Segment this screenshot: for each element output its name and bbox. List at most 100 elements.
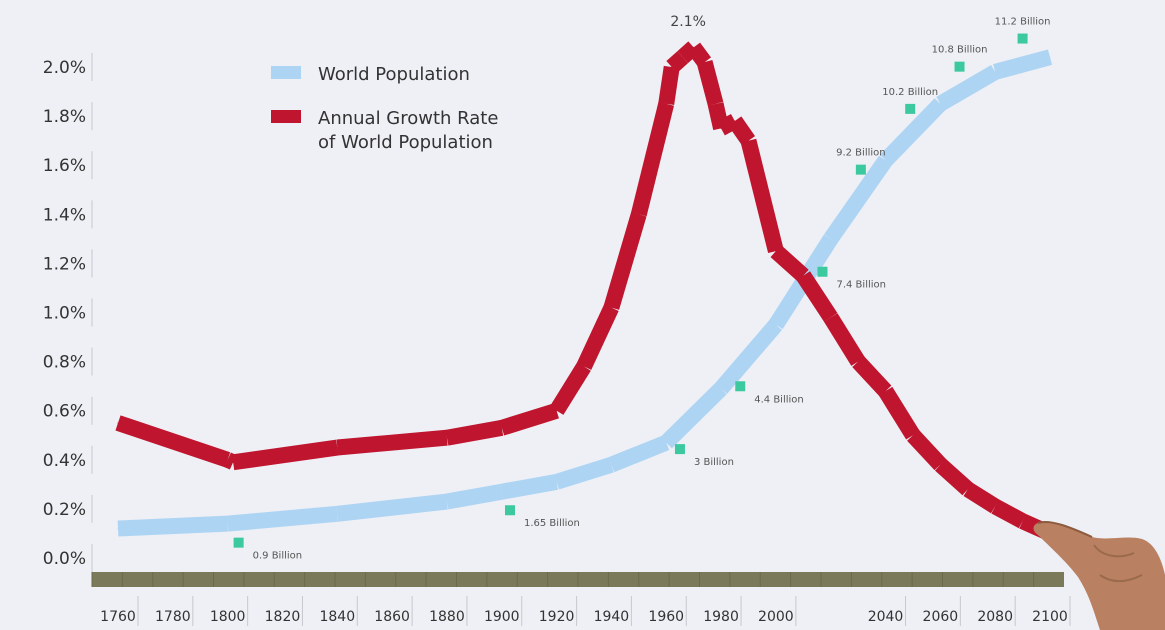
growth-rate-segment	[576, 304, 619, 370]
growth-rate-point	[117, 422, 119, 424]
population-point	[939, 103, 941, 105]
annotation-marker	[817, 266, 828, 277]
y-tick-label: 0.8%	[43, 353, 86, 373]
population-point	[994, 71, 996, 73]
growth-rate-segment	[991, 499, 1027, 529]
x-tick-label: 1860	[374, 609, 410, 625]
population-segment	[226, 505, 339, 532]
annotation-marker	[735, 381, 746, 392]
annotation-label: 4.4 Billion	[754, 394, 804, 405]
legend-swatch	[271, 110, 301, 123]
population-segment	[500, 474, 558, 500]
y-tick-label: 1.8%	[43, 107, 86, 127]
y-tick-label: 1.2%	[43, 254, 86, 274]
population-point	[336, 513, 338, 515]
annotation-marker	[233, 537, 244, 548]
growth-rate-segment	[728, 116, 756, 146]
growth-rate-point	[704, 61, 706, 63]
x-tick-label: 2060	[923, 609, 959, 625]
population-segment	[824, 155, 893, 244]
annotation-label: 7.4 Billion	[836, 280, 886, 291]
growth-rate-segment	[445, 420, 504, 446]
annotation-label: 11.2 Billion	[995, 17, 1051, 28]
growth-rate-point	[610, 307, 612, 309]
population-segment	[993, 49, 1053, 80]
growth-rate-point	[734, 120, 736, 122]
x-tick-label: 1820	[265, 609, 301, 625]
growth-rate-point	[994, 505, 996, 507]
population-segment	[660, 382, 727, 449]
y-tick-label: 1.4%	[43, 205, 86, 225]
growth-rate-segment	[549, 362, 591, 415]
x-tick-label: 1760	[100, 609, 136, 625]
pointing-hand-icon	[1033, 521, 1165, 630]
y-tick-label: 0.6%	[43, 402, 86, 422]
y-tick-label: 1.6%	[43, 156, 86, 176]
population-point	[885, 159, 887, 161]
growth-rate-segment	[963, 482, 1000, 514]
growth-rate-segment	[878, 386, 920, 440]
population-segment	[936, 64, 1000, 111]
growth-rate-point	[715, 103, 717, 105]
population-point	[665, 442, 667, 444]
population-point	[830, 238, 832, 240]
annotation-label: 10.8 Billion	[932, 45, 988, 56]
annotation-label: 9.2 Billion	[836, 148, 886, 159]
growth-rate-point	[671, 66, 673, 68]
x-axis: 1760 1780 1800 1820 1840 1860 1880 1900 1920 1940…	[91, 572, 1071, 626]
growth-rate-point	[446, 437, 448, 439]
growth-rate-point	[232, 461, 234, 463]
growth-rate-segment	[717, 113, 739, 136]
population-segment	[608, 435, 670, 473]
legend-label: World Population	[318, 64, 470, 85]
annotation-marker	[905, 103, 916, 114]
peak-label: 2.1%	[670, 14, 706, 30]
y-tick-label: 2.0%	[43, 58, 86, 78]
legend-label: Annual Growth Rate	[318, 108, 498, 129]
population-point	[446, 501, 448, 503]
annotation-marker	[674, 444, 685, 455]
population-point	[1049, 56, 1051, 58]
x-tick-label: 1900	[484, 609, 520, 625]
annotation-marker	[504, 505, 515, 516]
growth-rate-segment	[770, 245, 809, 282]
growth-rate-segment	[823, 313, 865, 366]
growth-rate-point	[501, 427, 503, 429]
population-segment	[714, 319, 782, 394]
growth-rate-point	[720, 127, 722, 129]
growth-rate-point	[638, 213, 640, 215]
x-tick-label: 1960	[648, 609, 684, 625]
y-axis: 0.0% 0.2% 0.4% 0.6% 0.8% 1.0% 1.2% 1.4% 1.6% 1.8%…	[43, 53, 93, 572]
x-tick-label: 1940	[594, 609, 630, 625]
growth-rate-point	[857, 361, 859, 363]
growth-rate-point	[665, 103, 667, 105]
y-tick-label: 1.0%	[43, 304, 86, 324]
population-point	[501, 491, 503, 493]
population-point	[117, 528, 119, 530]
growth-rate-point	[775, 250, 777, 252]
x-tick-label: 1880	[429, 609, 465, 625]
annotation-label: 0.9 Billion	[253, 551, 303, 562]
growth-rate-segment	[232, 439, 339, 471]
x-tick-label: 1800	[210, 609, 246, 625]
growth-rate-segment	[907, 429, 947, 471]
growth-rate-segment	[115, 415, 231, 468]
series-annual-growth-rate	[115, 41, 1054, 541]
growth-rate-point	[583, 366, 585, 368]
x-tick-label: 2000	[758, 609, 794, 625]
population-point	[556, 481, 558, 483]
annotation-marker	[855, 164, 866, 175]
growth-rate-segment	[796, 271, 838, 322]
population-point	[610, 464, 612, 466]
annotation-marker	[1017, 33, 1028, 44]
y-tick-label: 0.2%	[43, 500, 86, 520]
growth-rate-point	[693, 46, 695, 48]
growth-rate-segment	[499, 403, 559, 436]
population-point	[720, 388, 722, 390]
x-tick-label: 2080	[977, 609, 1013, 625]
growth-rate-segment	[336, 429, 448, 456]
growth-rate-segment	[224, 452, 237, 470]
growth-rate-point	[1022, 520, 1024, 522]
growth-rate-segment	[740, 138, 784, 254]
